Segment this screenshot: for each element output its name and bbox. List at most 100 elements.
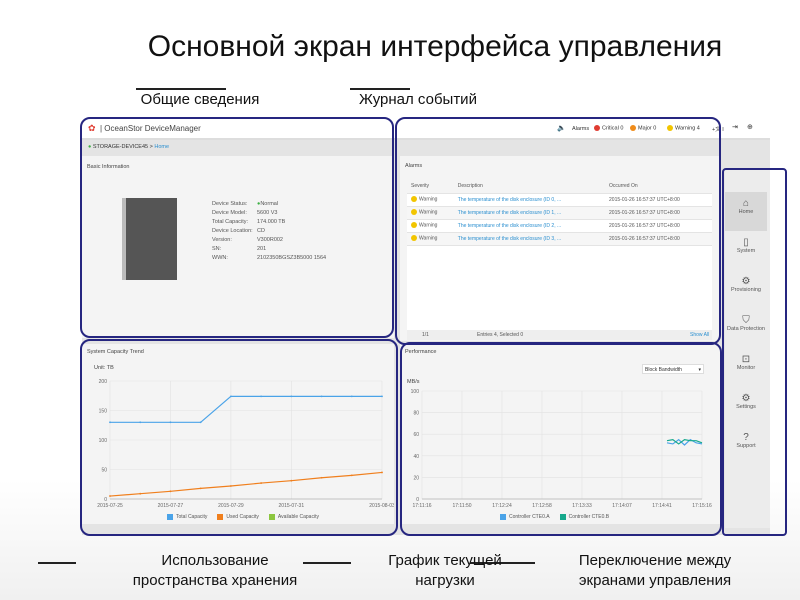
highlight-capacity (80, 339, 398, 536)
capacity-chart: 0 50 100 150 200 2015-07-25 2015-07-27 2015-07-… (97, 379, 394, 509)
highlight-performance (400, 342, 722, 536)
y-axis-label: MB/s (407, 379, 420, 385)
data-point (350, 395, 353, 398)
logo-icon: ✿ (88, 123, 96, 133)
sidebar-item-monitor[interactable]: ⊡ Monitor (725, 348, 767, 387)
data-point (169, 490, 172, 493)
y-tick-label: 100 (99, 438, 108, 444)
legend-item[interactable]: Total Capacity (167, 514, 207, 520)
gear-icon: ⚙ (741, 393, 751, 404)
legend-item[interactable]: Used Capacity (217, 514, 259, 520)
x-tick-label: 2015-07-25 (97, 503, 123, 509)
x-tick-label: 17:11:50 (452, 503, 471, 509)
app-screenshot: ✿ | OceanStor DeviceManager 🔈 Alarms Cri… (82, 118, 770, 535)
x-tick-label: 17:12:24 (492, 503, 512, 509)
info-row: Device Model: 5600 V3 (212, 210, 278, 216)
sidebar-item-data-protection[interactable]: ⛉ Data Protection (725, 309, 767, 348)
major-badge[interactable]: Major 0 (630, 125, 656, 131)
language-button[interactable]: +文 I (712, 127, 724, 133)
logout-icon[interactable]: ⇥ (732, 124, 738, 131)
x-tick-label: 17:15:16 (692, 503, 712, 509)
show-all-link[interactable]: Show All (690, 332, 710, 338)
table-row[interactable]: Warning The temperature of the disk enclo… (407, 193, 712, 207)
slide-title: Основной экран интерфейса управления (147, 30, 723, 63)
alarm-description-link[interactable]: The temperature of the disk enclosure (I… (453, 206, 606, 220)
metric-select[interactable]: Block Bandwidth ▾ (642, 364, 704, 374)
warning-badge[interactable]: Warning 4 (667, 125, 700, 131)
alarm-description-link[interactable]: The temperature of the disk enclosure (I… (453, 219, 606, 233)
y-tick-label: 60 (413, 432, 419, 438)
y-tick-label: 200 (99, 379, 108, 385)
data-point (199, 421, 202, 424)
y-tick-label: 50 (101, 468, 107, 474)
x-tick-label: 2015-07-29 (218, 503, 244, 509)
data-point (139, 421, 142, 424)
caption-switch: Переключение между экранами управления (578, 552, 732, 589)
sidebar: ⌂ Home ▯ System ⚙ Provisioning ⛉ Data Protectio… (725, 168, 770, 528)
col-occurred[interactable]: Occurred On (605, 180, 712, 194)
critical-badge[interactable]: Critical 0 (594, 125, 623, 131)
col-description[interactable]: Description (453, 180, 606, 194)
warning-icon (411, 235, 417, 242)
sidebar-item-home[interactable]: ⌂ Home (725, 192, 767, 231)
warning-icon (411, 209, 417, 216)
panel-title: System Capacity Trend (87, 349, 144, 355)
y-axis-label: Unit: TB (94, 365, 114, 371)
system-icon: ▯ (743, 237, 749, 248)
panel-title: Basic Information (87, 164, 130, 170)
data-point (290, 395, 293, 398)
underline (136, 88, 226, 90)
y-tick-label: 40 (413, 454, 419, 460)
data-point (169, 421, 172, 424)
legend-item[interactable]: Controller CTE0.B (559, 514, 609, 520)
series-line-1 (666, 438, 703, 445)
breadcrumb-home[interactable]: Home (154, 144, 170, 150)
help-icon: ? (743, 432, 749, 443)
data-point (290, 479, 293, 482)
caption-storage: Использование пространства хранения (132, 552, 298, 589)
data-point (109, 421, 111, 424)
data-point (139, 492, 142, 495)
sidebar-item-settings[interactable]: ⚙ Settings (725, 387, 767, 426)
underline (303, 562, 351, 564)
info-row: WWN: 2102350BGSZ3B5000 1564 (212, 255, 327, 261)
page-select[interactable]: 1/1 (422, 332, 429, 338)
y-tick-label: 80 (413, 411, 419, 417)
table-row[interactable]: Warning The temperature of the disk enclo… (407, 219, 712, 233)
storage-device-image (122, 198, 177, 280)
sidebar-item-system[interactable]: ▯ System (725, 231, 767, 270)
alarm-description-link[interactable]: The temperature of the disk enclosure (I… (453, 232, 606, 246)
panel-title: Performance (405, 349, 437, 355)
y-tick-label: 0 (104, 497, 107, 503)
x-tick-label: 17:14:07 (612, 503, 632, 509)
app-title: | OceanStor DeviceManager (100, 124, 201, 133)
table-row[interactable]: Warning The temperature of the disk enclo… (407, 232, 712, 246)
data-point (199, 487, 202, 490)
provisioning-icon: ⚙ (741, 276, 751, 287)
sidebar-item-support[interactable]: ? Support (725, 426, 767, 465)
x-tick-label: 2015-08-03 (369, 503, 394, 509)
sidebar-item-provisioning[interactable]: ⚙ Provisioning (725, 270, 767, 309)
speaker-icon[interactable]: 🔈 (557, 125, 566, 132)
alarm-description-link[interactable]: The temperature of the disk enclosure (I… (453, 193, 606, 207)
user-icon[interactable]: ⊕ (747, 124, 753, 131)
panel-title: Alarms (405, 163, 423, 169)
home-icon: ⌂ (742, 198, 750, 209)
breadcrumb: ● STORAGE-DEVICE45 > Home (88, 144, 170, 150)
underline (470, 562, 535, 564)
col-severity[interactable]: Severity (407, 180, 454, 194)
underline (38, 562, 76, 564)
entries-count: Entries 4, Selected 0 (477, 332, 524, 338)
shield-icon: ⛉ (742, 315, 750, 326)
data-point (229, 395, 232, 398)
highlight-overview (80, 117, 394, 338)
legend-item[interactable]: Available Capacity (268, 514, 319, 520)
info-row: Version: V300R002 (212, 237, 283, 243)
underline (350, 88, 410, 90)
table-footer: 1/1 Entries 4, Selected 0 Show All (407, 330, 712, 340)
alarms-label[interactable]: Alarms (572, 126, 590, 132)
legend-item[interactable]: Controller CTE0.A (500, 514, 550, 520)
highlight-events (395, 117, 721, 345)
alarms-table: Severity Description Occurred On Warning Th… (407, 180, 712, 246)
table-row[interactable]: Warning The temperature of the disk enclo… (407, 206, 712, 220)
